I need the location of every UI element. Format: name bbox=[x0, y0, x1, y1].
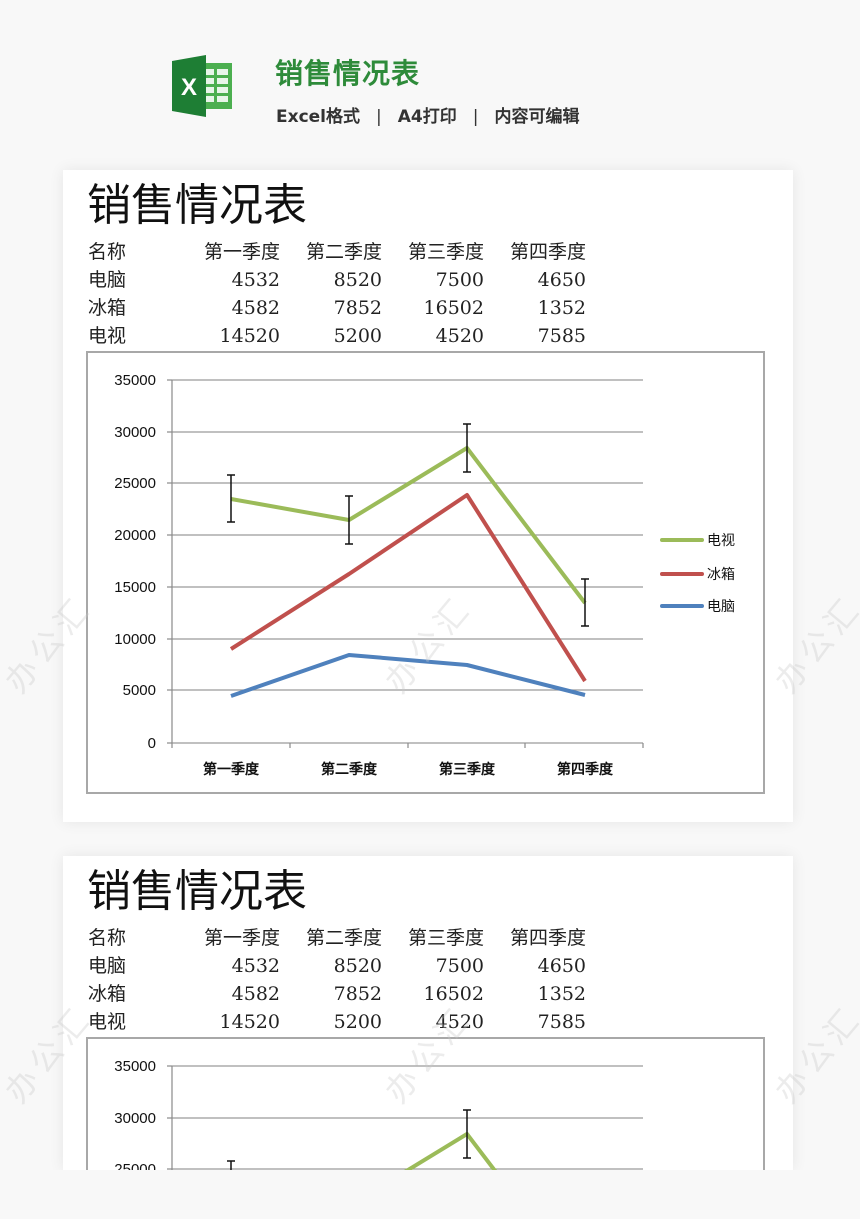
table-header-cell: 第三季度 bbox=[407, 927, 484, 949]
table-cell: 5200 bbox=[333, 1011, 382, 1033]
table-cell: 16502 bbox=[423, 297, 484, 319]
table-cell: 4532 bbox=[231, 269, 280, 291]
table-cell: 电视 bbox=[88, 1011, 127, 1033]
table-cell: 14520 bbox=[219, 1011, 280, 1033]
svg-text:第三季度: 第三季度 bbox=[439, 761, 496, 778]
table-cell: 1352 bbox=[537, 297, 586, 319]
table-header-cell: 名称 bbox=[88, 241, 127, 263]
series-fridge bbox=[229, 493, 587, 683]
brand-title: 销售情况表 bbox=[275, 57, 421, 90]
table-cell: 7585 bbox=[537, 1011, 586, 1033]
page-bottom-background bbox=[0, 1170, 860, 1219]
table-cell: 8520 bbox=[333, 955, 382, 977]
table-cell: 冰箱 bbox=[88, 983, 127, 1005]
table-cell: 7585 bbox=[537, 325, 586, 347]
series-tv bbox=[230, 446, 587, 605]
table-cell: 14520 bbox=[219, 325, 280, 347]
svg-text:15000: 15000 bbox=[114, 579, 156, 596]
table-cell: 4650 bbox=[537, 269, 586, 291]
table-cell: 5200 bbox=[333, 325, 382, 347]
table-cell: 1352 bbox=[537, 983, 586, 1005]
table-header-cell: 名称 bbox=[88, 927, 127, 949]
tag-print: A4打印 bbox=[397, 107, 457, 127]
table-cell: 8520 bbox=[333, 269, 382, 291]
chart-canvas: 35000 30000 25000 bbox=[114, 1058, 643, 1170]
error-bars bbox=[227, 1109, 471, 1170]
document-title: 销售情况表 bbox=[87, 180, 307, 231]
table-cell: 电脑 bbox=[88, 269, 127, 291]
table-cell: 冰箱 bbox=[88, 297, 127, 319]
document-preview-page-1: 销售情况表 名称 第一季度 第二季度 第三季度 第四季度 电脑 4532 852… bbox=[63, 170, 793, 822]
table-cell: 4532 bbox=[231, 955, 280, 977]
tag-editable: 内容可编辑 bbox=[494, 107, 580, 127]
series-computer bbox=[230, 653, 586, 698]
svg-text:冰箱: 冰箱 bbox=[707, 567, 735, 583]
document-title: 销售情况表 bbox=[87, 866, 307, 917]
tag-format: Excel格式 bbox=[276, 107, 361, 127]
table-header-cell: 第四季度 bbox=[509, 241, 586, 263]
table-header-cell: 第一季度 bbox=[203, 927, 280, 949]
svg-text:10000: 10000 bbox=[114, 631, 156, 648]
chart-legend: 电视 冰箱 电脑 bbox=[660, 533, 735, 615]
table-row: 冰箱 4582 7852 16502 1352 bbox=[88, 980, 586, 1008]
svg-text:20000: 20000 bbox=[114, 527, 156, 544]
table-header-row: 名称 第一季度 第二季度 第三季度 第四季度 bbox=[88, 924, 586, 952]
svg-text:25000: 25000 bbox=[114, 1161, 156, 1170]
series-tv bbox=[404, 1132, 497, 1170]
svg-text:电视: 电视 bbox=[707, 533, 735, 549]
svg-text:30000: 30000 bbox=[114, 424, 156, 441]
separator: | bbox=[376, 107, 382, 127]
table-row: 电视 14520 5200 4520 7585 bbox=[88, 322, 586, 350]
table-header-cell: 第一季度 bbox=[203, 241, 280, 263]
svg-text:第四季度: 第四季度 bbox=[557, 761, 614, 778]
table-cell: 4650 bbox=[537, 955, 586, 977]
document-preview-page-2: 销售情况表 名称 第一季度 第二季度 第三季度 第四季度 电脑 4532 852… bbox=[63, 856, 793, 1170]
sales-table: 名称 第一季度 第二季度 第三季度 第四季度 电脑 4532 8520 7500… bbox=[88, 924, 586, 1036]
svg-text:30000: 30000 bbox=[114, 1110, 156, 1127]
table-header-cell: 第二季度 bbox=[305, 241, 382, 263]
table-cell: 4582 bbox=[231, 297, 280, 319]
table-row: 电脑 4532 8520 7500 4650 bbox=[88, 952, 586, 980]
svg-text:35000: 35000 bbox=[114, 372, 156, 389]
table-cell: 7500 bbox=[435, 955, 484, 977]
brand-tags: Excel格式 | A4打印 | 内容可编辑 bbox=[276, 102, 579, 127]
table-row: 冰箱 4582 7852 16502 1352 bbox=[88, 294, 586, 322]
sales-table: 名称 第一季度 第二季度 第三季度 第四季度 电脑 4532 8520 7500… bbox=[88, 238, 586, 350]
svg-text:第一季度: 第一季度 bbox=[203, 761, 260, 778]
table-cell: 16502 bbox=[423, 983, 484, 1005]
table-cell: 7500 bbox=[435, 269, 484, 291]
axes bbox=[167, 379, 644, 748]
table-cell: 4520 bbox=[435, 1011, 484, 1033]
table-header-row: 名称 第一季度 第二季度 第三季度 第四季度 bbox=[88, 238, 586, 266]
table-cell: 4582 bbox=[231, 983, 280, 1005]
table-cell: 电视 bbox=[88, 325, 127, 347]
x-axis-labels: 第一季度 第二季度 第三季度 第四季度 bbox=[203, 761, 614, 778]
table-row: 电视 14520 5200 4520 7585 bbox=[88, 1008, 586, 1036]
excel-icon: X bbox=[172, 55, 232, 117]
svg-text:25000: 25000 bbox=[114, 475, 156, 492]
chart-canvas: 35000 30000 25000 20000 15000 10000 5000… bbox=[114, 372, 735, 778]
separator: | bbox=[472, 107, 479, 127]
table-cell: 4520 bbox=[435, 325, 484, 347]
table-header-cell: 第二季度 bbox=[305, 927, 382, 949]
y-axis-labels: 35000 30000 25000 20000 15000 10000 5000… bbox=[114, 372, 156, 752]
error-bars bbox=[227, 423, 589, 627]
table-cell: 7852 bbox=[333, 983, 382, 1005]
svg-text:5000: 5000 bbox=[123, 682, 156, 699]
table-row: 电脑 4532 8520 7500 4650 bbox=[88, 266, 586, 294]
svg-text:X: X bbox=[181, 74, 197, 101]
table-cell: 电脑 bbox=[88, 955, 127, 977]
page-header: X 销售情况表 Excel格式 | A4打印 | 内容可编辑 bbox=[0, 0, 860, 150]
svg-text:电脑: 电脑 bbox=[707, 599, 735, 615]
gridlines bbox=[172, 379, 643, 744]
svg-text:0: 0 bbox=[148, 735, 156, 752]
svg-text:35000: 35000 bbox=[114, 1058, 156, 1075]
sales-line-chart: 35000 30000 25000 bbox=[86, 1037, 765, 1170]
svg-text:第二季度: 第二季度 bbox=[321, 761, 378, 778]
sales-line-chart: 35000 30000 25000 20000 15000 10000 5000… bbox=[86, 351, 765, 794]
table-header-cell: 第四季度 bbox=[509, 927, 586, 949]
table-header-cell: 第三季度 bbox=[407, 241, 484, 263]
table-cell: 7852 bbox=[333, 297, 382, 319]
